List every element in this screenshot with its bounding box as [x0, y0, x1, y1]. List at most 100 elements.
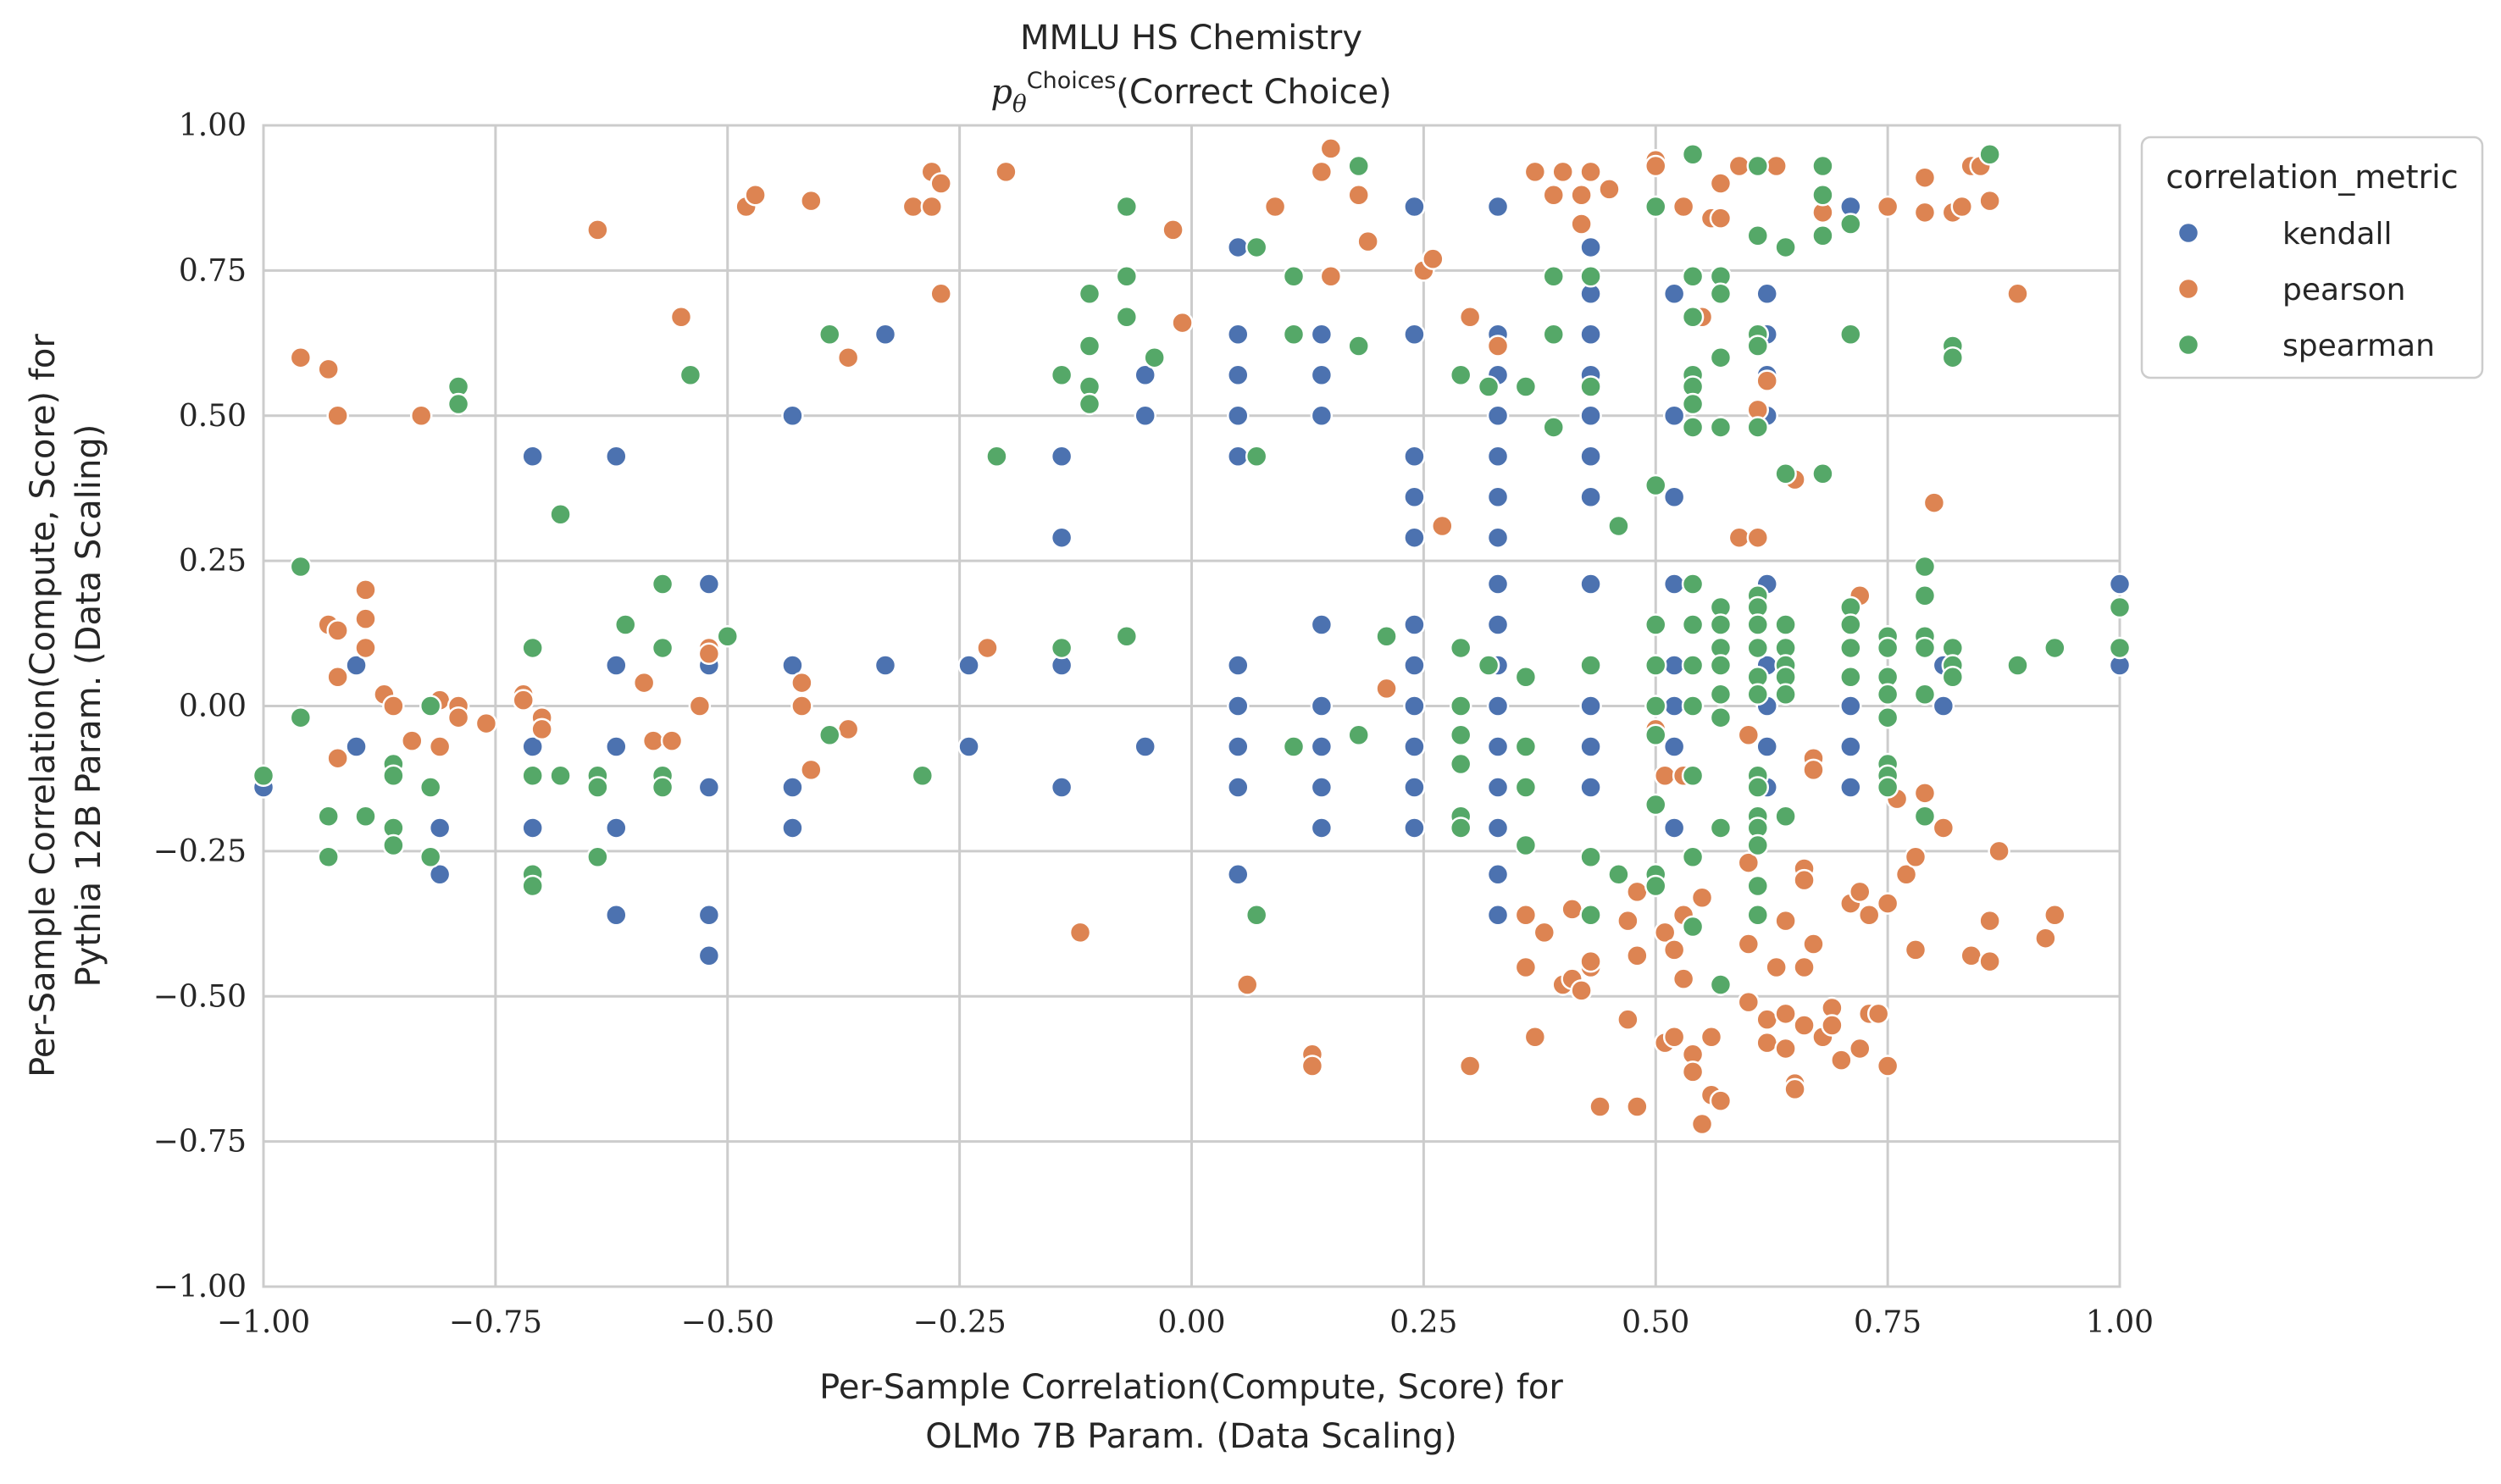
spearman-point	[651, 776, 674, 799]
pearson-point	[1598, 178, 1621, 201]
legend-label-pearson: pearson	[2282, 273, 2405, 307]
spearman-point	[1644, 695, 1667, 717]
spearman-point	[1347, 154, 1370, 178]
pearson-point	[632, 671, 656, 695]
kendall-point	[1486, 817, 1510, 839]
kendall-point	[605, 654, 628, 677]
y-tick-label: 0.25	[179, 544, 247, 579]
spearman-point	[1681, 845, 1705, 868]
pearson-point	[1422, 247, 1445, 270]
kendall-point	[873, 323, 897, 346]
spearman-point	[1579, 264, 1602, 288]
legend-title: correlation_metric	[2166, 158, 2458, 196]
data-points	[252, 137, 2132, 1136]
pearson-point	[660, 729, 684, 752]
spearman-point	[1542, 264, 1565, 288]
pearson-point	[446, 706, 470, 729]
pearson-point	[1681, 1060, 1705, 1083]
spearman-point	[1078, 335, 1101, 357]
kendall-point	[1403, 654, 1426, 677]
pearson-point	[1913, 201, 1937, 224]
kendall-point	[1579, 735, 1602, 758]
pearson-point	[1486, 335, 1510, 357]
spearman-point	[1811, 184, 1834, 207]
kendall-point	[1403, 323, 1426, 346]
pearson-point	[1793, 868, 1816, 892]
pearson-point	[901, 195, 925, 219]
spearman-point	[1709, 416, 1733, 439]
pearson-point	[697, 642, 721, 666]
kendall-point	[1486, 404, 1510, 427]
kendall-point	[1486, 445, 1510, 468]
pearson-point	[1653, 921, 1677, 944]
kendall-point	[781, 817, 804, 839]
spearman-point	[1282, 264, 1306, 288]
kendall-point	[1134, 404, 1156, 427]
spearman-point	[1746, 335, 1770, 357]
spearman-point	[1644, 473, 1667, 497]
spearman-point	[549, 764, 572, 788]
spearman-point	[1839, 636, 1862, 660]
pearson-point	[1830, 1049, 1853, 1071]
kendall-point	[1486, 695, 1510, 717]
kendall-point	[521, 817, 544, 839]
kendall-point	[697, 573, 721, 595]
spearman-point	[1579, 375, 1602, 398]
spearman-point	[1449, 695, 1472, 717]
pearson-point	[1263, 195, 1287, 219]
pearson-point	[1300, 1055, 1324, 1077]
kendall-point	[1227, 735, 1250, 758]
kendall-point	[1486, 613, 1510, 636]
spearman-point	[2108, 595, 2132, 619]
pearson-point	[1774, 1037, 1797, 1060]
kendall-point	[1310, 776, 1334, 799]
spearman-point	[1941, 665, 1965, 689]
pearson-point	[409, 404, 433, 427]
kendall-point	[1310, 695, 1334, 717]
legend-marker-pearson	[2177, 277, 2200, 301]
kendall-point	[1662, 485, 1686, 508]
pearson-point	[1319, 264, 1343, 288]
pearson-point	[1431, 514, 1454, 538]
pearson-point	[1356, 230, 1379, 253]
spearman-point	[1681, 305, 1705, 329]
pearson-point	[326, 746, 349, 770]
kendall-point	[1134, 363, 1156, 387]
spearman-point	[1774, 683, 1797, 706]
kendall-point	[1755, 282, 1778, 306]
spearman-point	[1709, 282, 1733, 306]
y-tick-label: −0.25	[153, 834, 247, 869]
spearman-point	[1876, 776, 1899, 799]
spearman-point	[1514, 776, 1538, 799]
spearman-point	[1245, 235, 1268, 259]
pearson-point	[1988, 839, 2010, 863]
pearson-point	[1737, 933, 1761, 955]
spearman-point	[1681, 392, 1705, 416]
pearson-point	[1542, 184, 1565, 207]
spearman-point	[521, 764, 544, 788]
spearman-point	[1644, 195, 1667, 219]
kendall-point	[1310, 817, 1334, 839]
spearman-point	[1282, 323, 1306, 346]
pearson-point	[1690, 1112, 1714, 1136]
pearson-point	[1310, 160, 1334, 184]
kendall-point	[605, 817, 628, 839]
spearman-point	[1681, 143, 1705, 166]
pearson-point	[995, 160, 1018, 184]
spearman-point	[1115, 195, 1139, 219]
kendall-point	[1579, 776, 1602, 799]
spearman-point	[1746, 224, 1770, 247]
kendall-point	[1310, 323, 1334, 346]
pearson-point	[586, 219, 609, 241]
kendall-point	[1134, 735, 1156, 758]
spearman-point	[1347, 723, 1370, 747]
spearman-point	[1050, 363, 1073, 387]
pearson-point	[920, 195, 944, 219]
pearson-point	[688, 695, 712, 717]
spearman-point	[1681, 416, 1705, 439]
spearman-point	[651, 636, 674, 660]
pearson-point	[1978, 950, 2001, 973]
pearson-point	[2006, 282, 2029, 306]
kendall-point	[697, 776, 721, 799]
